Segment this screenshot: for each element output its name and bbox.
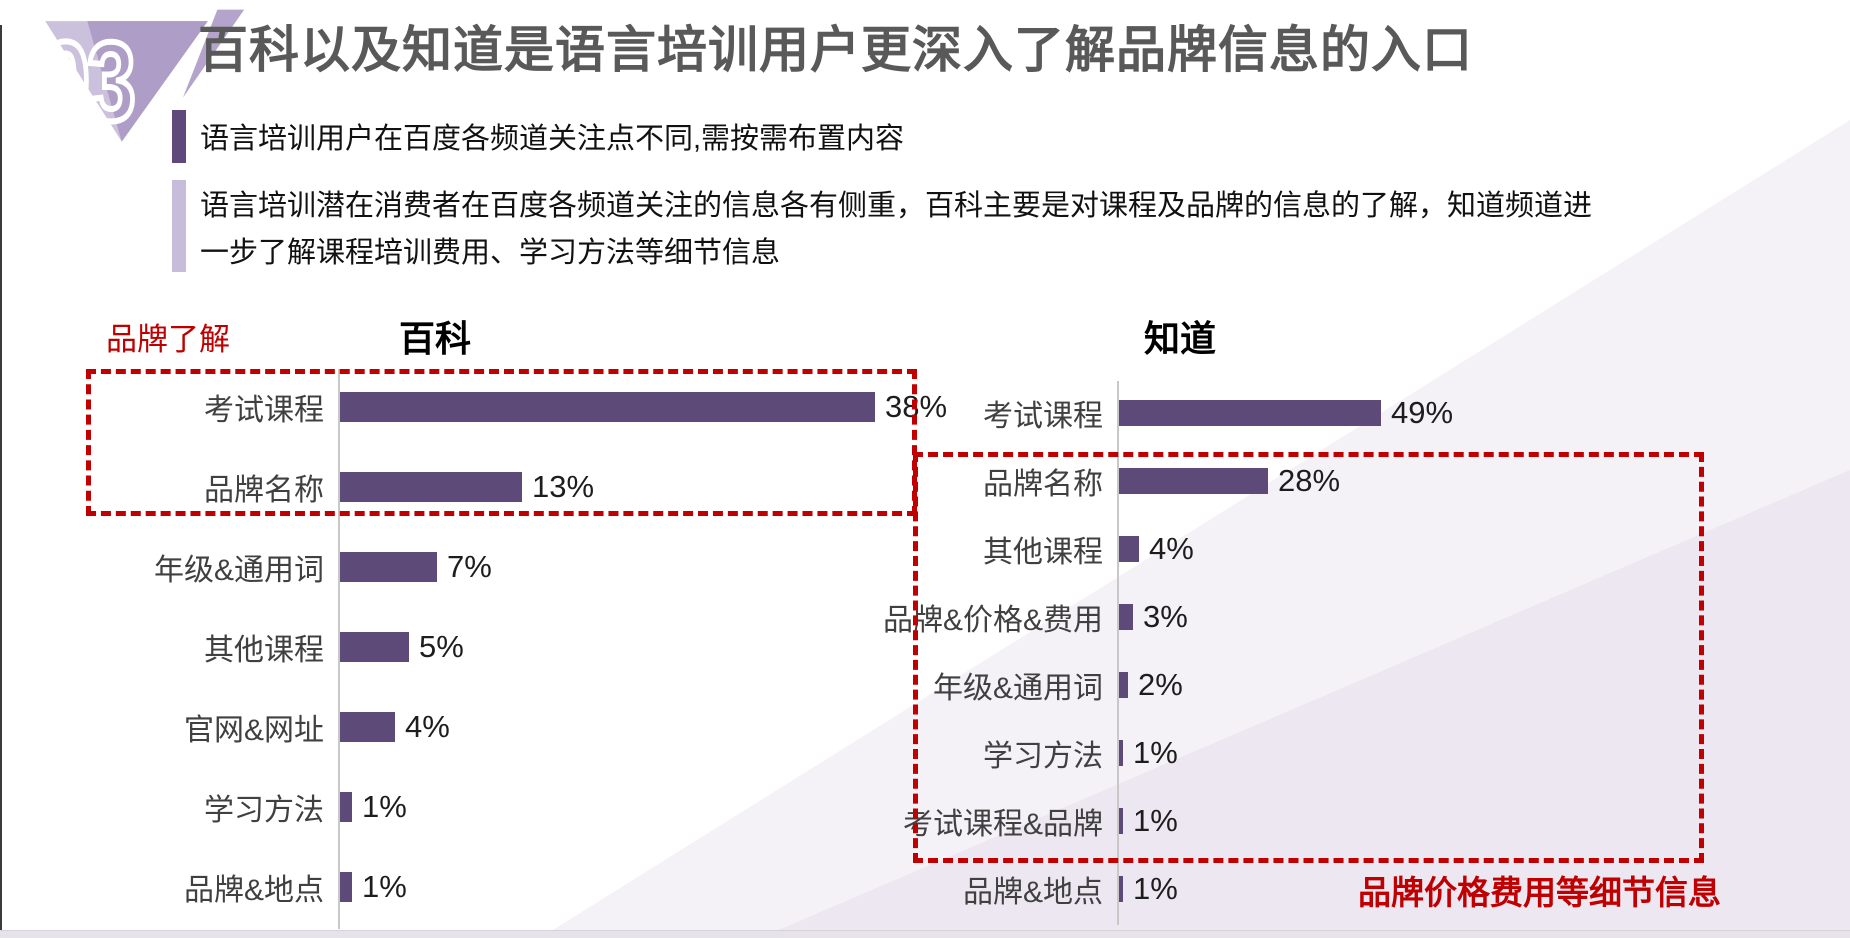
category-label: 学习方法 bbox=[983, 740, 1103, 773]
value-label: 4% bbox=[1149, 531, 1194, 566]
value-label: 28% bbox=[1278, 463, 1341, 498]
slide-left-border bbox=[0, 25, 2, 938]
category-label: 考试课程&品牌 bbox=[902, 808, 1103, 841]
value-label: 4% bbox=[405, 709, 450, 744]
page-title: 百科以及知道是语言培训用户更深入了解品牌信息的入口 bbox=[198, 22, 1473, 78]
bar bbox=[338, 712, 395, 742]
chart-row: 其他课程 4% bbox=[860, 515, 1680, 583]
bar bbox=[1117, 604, 1133, 630]
chart-title-zhidao: 知道 bbox=[1143, 318, 1216, 359]
y-axis-line bbox=[1117, 381, 1119, 925]
bar bbox=[1117, 876, 1123, 902]
chart-row: 品牌&地点 1% bbox=[860, 855, 1680, 923]
bullet-text-2: 语言培训潜在消费者在百度各频道关注的信息各有侧重，百科主要是对课程及品牌的信息的… bbox=[200, 190, 1593, 269]
y-axis-line bbox=[338, 369, 340, 929]
category-label: 品牌&价格&费用 bbox=[882, 604, 1103, 637]
chart-row: 考试课程 38% bbox=[85, 367, 947, 447]
bar bbox=[1117, 400, 1381, 426]
badge-number: 03 bbox=[41, 20, 133, 145]
chart-row: 考试课程&品牌 1% bbox=[860, 787, 1680, 855]
bullet-bar-light bbox=[172, 180, 186, 272]
section-number-badge: 03 bbox=[38, 9, 245, 147]
chart-row: 品牌&地点 1% bbox=[85, 847, 925, 927]
bar bbox=[1117, 672, 1128, 698]
category-label: 品牌&地点 bbox=[962, 876, 1103, 909]
bar bbox=[338, 552, 437, 582]
bar bbox=[1117, 808, 1123, 834]
value-label: 1% bbox=[362, 869, 407, 904]
bar bbox=[1117, 740, 1123, 766]
chart-row: 学习方法 1% bbox=[85, 767, 925, 847]
bar bbox=[338, 632, 409, 662]
chart-row: 品牌&价格&费用 3% bbox=[860, 583, 1680, 651]
badge-triangle-mid bbox=[87, 21, 208, 142]
annotation-price-detail: 品牌价格费用等细节信息 bbox=[1358, 874, 1721, 911]
chart-row: 其他课程 5% bbox=[85, 607, 925, 687]
category-label: 其他课程 bbox=[204, 634, 324, 667]
chart-row: 年级&通用词 2% bbox=[860, 651, 1680, 719]
chart-row: 品牌名称 28% bbox=[860, 447, 1680, 515]
category-label: 品牌名称 bbox=[204, 474, 324, 507]
value-label: 13% bbox=[532, 469, 595, 504]
value-label: 5% bbox=[419, 629, 464, 664]
value-label: 1% bbox=[362, 789, 407, 824]
value-label: 2% bbox=[1138, 667, 1183, 702]
bullet-text-1: 语言培训用户在百度各频道关注点不同,需按需布置内容 bbox=[200, 123, 905, 155]
category-label: 年级&通用词 bbox=[153, 554, 324, 587]
category-label: 考试课程 bbox=[983, 400, 1103, 433]
bg-triangle-dark bbox=[760, 470, 1850, 938]
bar bbox=[1117, 468, 1268, 494]
chart-row: 考试课程 49% bbox=[860, 379, 1680, 447]
bar bbox=[338, 472, 522, 502]
bar-chart-zhidao: 考试课程 49% 品牌名称 28% 其他课程 4% 品牌&价格&费用 3% 年级&通用词 2% 学习… bbox=[860, 379, 1680, 925]
bottom-strip bbox=[0, 930, 1850, 938]
category-label: 品牌&地点 bbox=[183, 874, 324, 907]
chart-row: 年级&通用词 7% bbox=[85, 527, 925, 607]
bullet-bar-dark bbox=[172, 110, 186, 163]
chart-row: 品牌名称 13% bbox=[85, 447, 925, 527]
bar bbox=[338, 792, 352, 822]
value-label: 1% bbox=[1133, 803, 1178, 838]
chart-title-baike: 百科 bbox=[398, 318, 471, 359]
chart-row: 官网&网址 4% bbox=[85, 687, 925, 767]
highlight-box-brand bbox=[86, 369, 917, 516]
value-label: 1% bbox=[1133, 735, 1178, 770]
bar-chart-baike: 考试课程 38% 品牌名称 13% 年级&通用词 7% 其他课程 5% 官网&网址 4% 学习方法 1… bbox=[85, 367, 947, 929]
category-label: 其他课程 bbox=[983, 536, 1103, 569]
bar bbox=[1117, 536, 1139, 562]
chart-row: 学习方法 1% bbox=[860, 719, 1680, 787]
value-label: 3% bbox=[1143, 599, 1188, 634]
value-label: 7% bbox=[447, 549, 492, 584]
value-label: 49% bbox=[1391, 395, 1454, 430]
category-label: 官网&网址 bbox=[183, 714, 324, 747]
annotation-brand-understanding: 品牌了解 bbox=[106, 322, 230, 357]
highlight-box-detail bbox=[913, 452, 1704, 863]
category-label: 学习方法 bbox=[204, 794, 324, 827]
bar bbox=[338, 392, 875, 422]
category-label: 品牌名称 bbox=[983, 468, 1103, 501]
bar bbox=[338, 872, 352, 902]
value-label: 1% bbox=[1133, 871, 1178, 906]
category-label: 年级&通用词 bbox=[932, 672, 1103, 705]
category-label: 考试课程 bbox=[204, 394, 324, 427]
